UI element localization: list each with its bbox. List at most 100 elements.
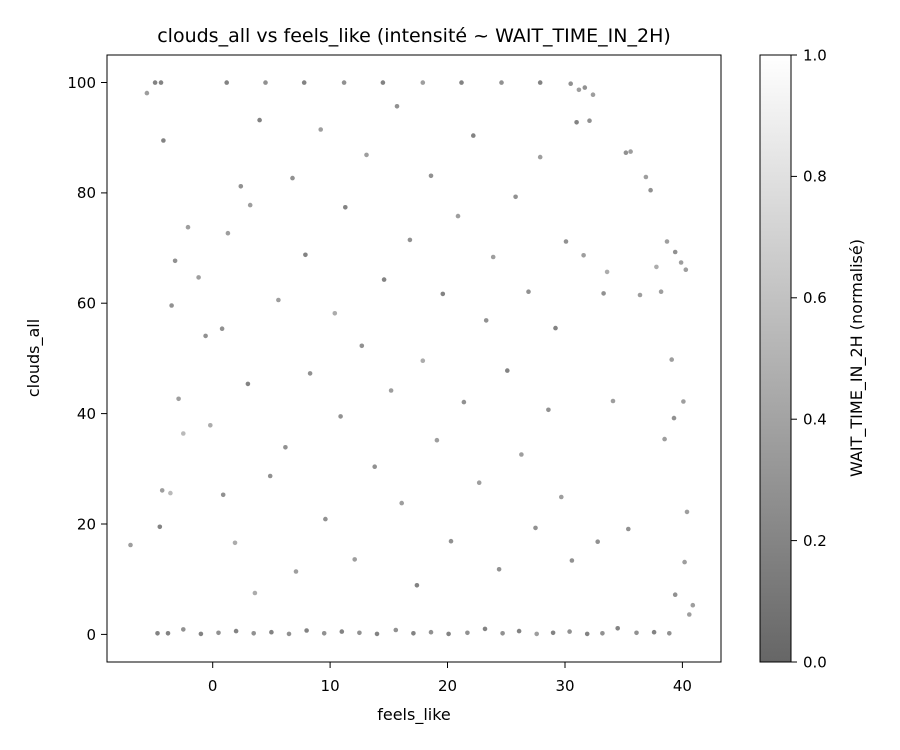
data-point: [343, 205, 348, 210]
data-point: [304, 628, 309, 633]
data-point: [341, 80, 347, 85]
y-axis: 0 20 40 60 80 100: [67, 74, 107, 644]
data-point: [159, 488, 165, 493]
x-axis: 0 10 20 30 40: [208, 662, 692, 695]
data-point: [176, 396, 181, 402]
colorbar-tick: 0.2: [791, 532, 827, 550]
data-point: [496, 567, 502, 572]
y-tick: 100: [67, 74, 107, 92]
data-point: [168, 490, 173, 496]
data-point: [471, 133, 476, 138]
data-point: [455, 213, 461, 219]
data-point: [671, 415, 677, 421]
data-point: [667, 631, 672, 636]
data-point: [637, 292, 643, 298]
data-point: [399, 500, 405, 506]
y-tick-label: 80: [77, 184, 96, 202]
data-point: [582, 85, 588, 90]
data-point: [307, 371, 313, 376]
data-point: [169, 303, 174, 308]
x-tick-label: 30: [555, 677, 574, 695]
data-point: [220, 492, 226, 498]
x-tick-label: 20: [438, 677, 457, 695]
x-tick: 20: [438, 662, 457, 695]
data-point: [434, 437, 440, 443]
data-point: [420, 80, 426, 85]
data-point: [185, 224, 191, 230]
data-point: [252, 590, 258, 596]
x-tick-label: 10: [321, 677, 340, 695]
data-point: [155, 631, 160, 636]
y-tick: 0: [86, 626, 107, 644]
colorbar-tick-label: 0.0: [803, 654, 827, 672]
data-point: [407, 237, 413, 243]
data-point: [684, 509, 690, 515]
plot-area: [106, 54, 722, 663]
y-tick: 20: [77, 516, 107, 534]
data-point: [482, 626, 488, 632]
data-point: [584, 631, 590, 637]
data-point: [161, 138, 166, 143]
data-point: [364, 152, 369, 158]
plot-background: [107, 55, 721, 662]
data-point: [394, 104, 400, 109]
data-point: [465, 630, 470, 636]
data-point: [208, 423, 213, 428]
data-point: [476, 480, 482, 486]
data-point: [225, 230, 231, 236]
data-point: [500, 631, 505, 636]
data-point: [626, 526, 631, 532]
data-point: [683, 267, 689, 273]
data-point: [318, 127, 324, 132]
data-point: [245, 381, 251, 387]
data-point: [604, 269, 610, 275]
data-point: [658, 289, 664, 295]
data-point: [682, 559, 687, 565]
data-point: [374, 631, 380, 637]
data-point: [553, 325, 558, 331]
data-point: [490, 254, 496, 260]
data-point: [238, 184, 244, 189]
colorbar-tick-label: 0.6: [803, 289, 827, 307]
data-point: [267, 473, 273, 479]
data-point: [568, 81, 573, 86]
data-point: [574, 120, 579, 125]
data-point: [448, 538, 454, 544]
data-point: [196, 275, 201, 280]
data-point: [338, 414, 343, 419]
data-point: [303, 252, 308, 258]
data-point: [595, 539, 600, 544]
data-point: [251, 631, 256, 636]
x-tick: 0: [208, 662, 217, 695]
data-point: [643, 174, 649, 180]
data-point: [537, 80, 543, 85]
colorbar-label: WAIT_TIME_IN_2H (normalisé): [847, 239, 867, 477]
data-point: [428, 173, 434, 179]
data-point: [393, 627, 399, 633]
x-tick: 40: [673, 662, 692, 695]
data-point: [537, 154, 543, 160]
data-point: [567, 629, 572, 634]
data-point: [357, 630, 362, 636]
data-point: [181, 431, 186, 436]
colorbar-tick-label: 0.8: [803, 168, 827, 186]
data-point: [654, 264, 659, 270]
data-point: [634, 630, 639, 636]
data-point: [601, 291, 606, 296]
data-point: [359, 343, 365, 349]
y-tick-label: 20: [77, 516, 96, 534]
data-point: [651, 629, 657, 635]
data-point: [198, 631, 204, 637]
data-point: [505, 368, 510, 373]
colorbar-tick: 0.8: [791, 168, 827, 186]
data-point: [276, 297, 281, 303]
y-tick-label: 40: [77, 405, 96, 423]
data-point: [323, 516, 328, 522]
data-point: [144, 90, 150, 96]
data-point: [420, 358, 426, 364]
y-axis-label: clouds_all: [24, 319, 44, 397]
y-tick-label: 100: [67, 74, 96, 92]
data-point: [587, 118, 592, 123]
colorbar-tick: 0.6: [791, 289, 827, 307]
